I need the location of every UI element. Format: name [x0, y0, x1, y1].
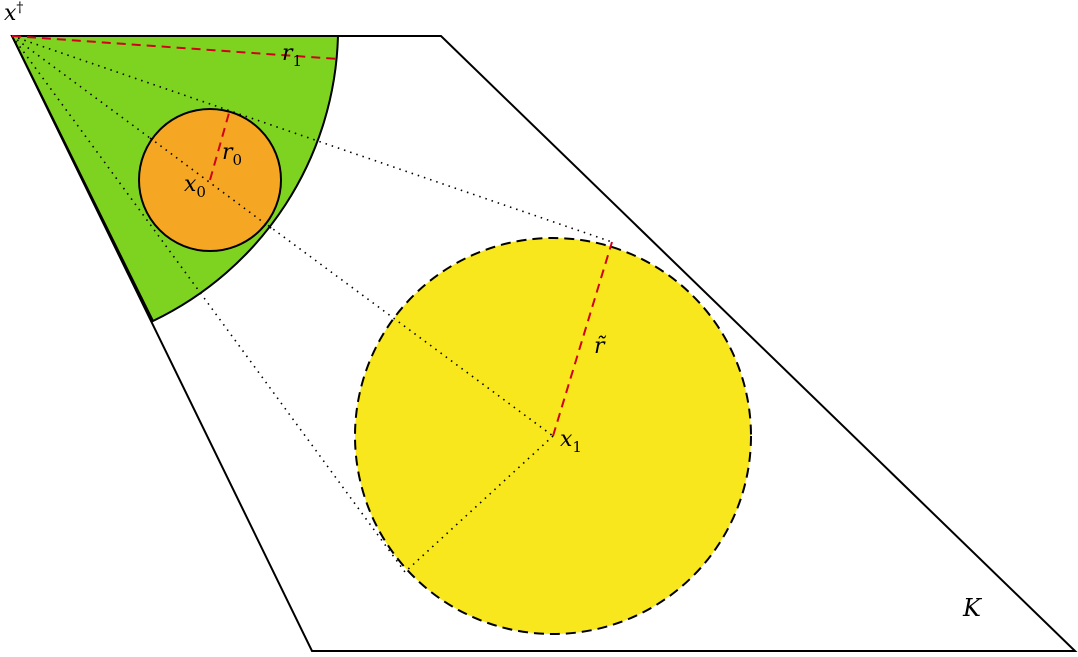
set-K-label: K — [962, 594, 983, 622]
radius-lines — [11, 35, 613, 437]
x0-label: x0 — [184, 172, 206, 201]
radius-r0 — [209, 112, 230, 181]
perpendicular-to-lower — [404, 435, 554, 573]
radius-r1 — [11, 35, 339, 60]
radius-rtilde — [552, 241, 613, 437]
x1-label: x1 — [560, 427, 582, 456]
apex-label: x† — [4, 0, 23, 26]
cone-dotted-lines — [11, 35, 613, 573]
rtilde-label: r̃ — [594, 334, 607, 359]
r0-label: r0 — [222, 140, 242, 169]
r1-label: r1 — [282, 41, 302, 70]
cone-line-lower — [11, 35, 406, 573]
